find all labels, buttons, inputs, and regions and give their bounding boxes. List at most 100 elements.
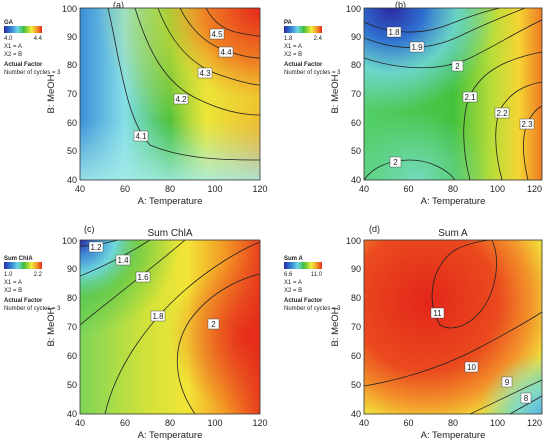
legend-c-x2: X2 = B (4, 288, 22, 294)
plot-d-frame (363, 239, 543, 415)
contour-label: 2.3 (519, 118, 535, 130)
x-tick-label: 100 (207, 184, 222, 194)
contour-label: 8 (520, 392, 532, 404)
x-tick-label: 60 (403, 184, 413, 194)
y-axis-a: 40 50 60 70 80 90 100 B: MeOH (46, 4, 77, 185)
y-tick-label: 100 (346, 4, 361, 14)
plot-a-frame (79, 7, 261, 181)
legend-d-colorbar (284, 262, 322, 269)
contour-a-4-3 (157, 8, 260, 86)
legend-a-name: GA (4, 20, 14, 26)
contour-b-2-0-lower (364, 159, 456, 180)
legend-b-x2: X2 = B (284, 52, 302, 58)
contour-label: 1.9 (409, 41, 425, 53)
contour-labels-c: 1.2 1.4 1.6 1.8 2 (88, 241, 220, 330)
svg-text:2.1: 2.1 (464, 93, 476, 102)
x-axis-label: A: Temperature (138, 196, 203, 207)
x-axis-label: A: Temperature (138, 430, 203, 441)
svg-text:1.6: 1.6 (137, 273, 149, 282)
contour-label: 2.1 (462, 91, 478, 103)
y-tick-label: 70 (351, 89, 361, 99)
contour-label: 1.4 (115, 254, 131, 266)
legend-c-x1: X1 = A (4, 280, 22, 286)
svg-text:1.8: 1.8 (388, 28, 400, 37)
legend-b-cycles: Number of cycles = 3 (284, 70, 341, 76)
legend-d-name: Sum A (284, 256, 303, 262)
svg-text:1.9: 1.9 (411, 43, 423, 52)
x-tick-label: 40 (75, 184, 85, 194)
panel-d-label: (d) (369, 224, 380, 234)
legend-b-max: 2.4 (314, 36, 323, 42)
panel-b: (b) PA PA 1.8 2.4 X1 = A X2 = B Actual F… (284, 0, 543, 207)
y-tick-label: 90 (351, 32, 361, 42)
plot-b-frame (363, 7, 543, 181)
contour-label: 2 (389, 156, 402, 168)
svg-text:2.3: 2.3 (521, 120, 533, 129)
svg-text:2: 2 (393, 158, 398, 167)
panel-b-label: (b) (395, 0, 406, 10)
contour-labels-a: 4.1 4.2 4.3 4.4 4.5 (133, 28, 234, 142)
legend-d-x2: X2 = B (284, 288, 302, 294)
x-tick-label: 40 (359, 184, 369, 194)
x-tick-label: 40 (359, 418, 369, 428)
x-tick-label: 40 (75, 418, 85, 428)
panel-a-label: (a) (113, 0, 124, 10)
contour-a-4-2 (134, 8, 260, 116)
contour-label: 1.2 (88, 241, 104, 253)
contour-label: 2.2 (494, 107, 510, 119)
y-tick-label: 60 (351, 118, 361, 128)
y-tick-label: 40 (67, 175, 77, 185)
contour-label: 2 (207, 318, 220, 330)
contour-b-1-8 (364, 8, 501, 33)
y-tick-label: 90 (67, 264, 77, 274)
contour-c-1-8 (104, 241, 260, 414)
legend-a-actual-factor: Actual Factor (4, 62, 43, 68)
x-axis-label: A: Temperature (421, 196, 486, 207)
y-tick-label: 90 (67, 32, 77, 42)
contour-label: 1.8 (386, 26, 402, 38)
svg-text:1.4: 1.4 (117, 256, 129, 265)
contour-label: 1.6 (135, 271, 151, 283)
contour-d-9 (469, 379, 542, 414)
contour-a-4-1 (107, 8, 260, 161)
y-tick-label: 90 (351, 264, 361, 274)
x-tick-label: 80 (448, 418, 458, 428)
svg-text:1.2: 1.2 (90, 243, 102, 252)
svg-text:8: 8 (524, 394, 529, 403)
x-tick-label: 60 (403, 418, 413, 428)
y-tick-label: 100 (62, 4, 77, 14)
contour-d-8 (509, 395, 542, 414)
panel-a: (a) GA GA 4.0 4.4 X1 = A X2 = B Actual F… (4, 0, 268, 207)
contour-c-2-0 (176, 273, 260, 414)
legend-b-actual-factor: Actual Factor (284, 62, 323, 68)
x-tick-label: 80 (448, 184, 458, 194)
legend-d-cycles: Number of cycles = 3 (284, 306, 341, 312)
contour-label: 1.8 (150, 310, 166, 322)
contour-labels-d: 11 10 9 8 (430, 307, 532, 404)
svg-text:11: 11 (433, 309, 442, 318)
legend-b-colorbar (284, 26, 322, 33)
x-axis-b: 40 60 80 100 120 A: Temperature (359, 184, 542, 207)
svg-text:4.3: 4.3 (199, 69, 211, 78)
contour-label: 4.3 (197, 67, 213, 79)
x-tick-label: 120 (252, 184, 267, 194)
y-axis-c: 40 50 60 70 80 90 100 B: MeOH (46, 236, 77, 419)
contour-labels-b: 1.8 1.9 2 2.1 2.2 2.3 2 (386, 26, 535, 168)
y-tick-label: 50 (351, 380, 361, 390)
y-tick-label: 60 (351, 351, 361, 361)
plot-c-frame (79, 239, 261, 415)
x-tick-label: 120 (252, 418, 267, 428)
panel-a-legend: GA 4.0 4.4 X1 = A X2 = B Actual Factor N… (4, 20, 61, 76)
legend-d-min: 6.6 (284, 272, 293, 278)
svg-text:2.2: 2.2 (496, 109, 508, 118)
x-axis-c: 40 60 80 100 120 A: Temperature (75, 418, 268, 441)
contour-c-1-6 (80, 240, 186, 326)
legend-c-name: Sum ChlA (4, 256, 33, 262)
x-tick-label: 120 (527, 184, 542, 194)
legend-c-max: 2.2 (34, 272, 43, 278)
legend-c-min: 1.0 (4, 272, 13, 278)
plot-d (364, 240, 542, 414)
svg-text:10: 10 (467, 363, 476, 372)
x-axis-d: 40 60 80 100 120 A: Temperature (359, 418, 542, 441)
